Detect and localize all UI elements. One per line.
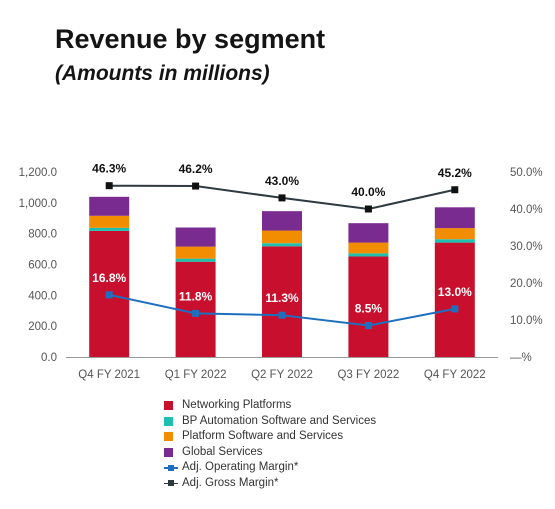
bar-segment-1 [89,227,130,231]
bar-segment-3 [434,207,475,229]
gross-margin-label: 43.0% [265,174,299,188]
gross-margin-label: 46.2% [179,162,213,176]
legend-label: Global Services [182,445,263,458]
y-left-tick-label: 0.0 [41,352,57,364]
revenue-chart: 0.0 200.0 400.0 600.0 800.0 1,000.0 1,200.0 —% 1… [19,162,543,381]
x-tick-label: Q4 FY 2021 [78,369,140,381]
margin-point-1 [278,194,286,202]
x-tick-label: Q3 FY 2022 [337,369,399,381]
bar-segment-3 [89,196,130,216]
margin-point-0 [364,322,372,330]
bar-segment-2 [434,228,475,240]
margin-point-1 [364,205,372,213]
y-right-tick-label: 30.0% [510,241,543,253]
legend-label: Platform Software and Services [182,430,344,442]
legend-item-global-services: Global Services [164,445,376,461]
operating-margin-label: 11.8% [179,289,213,303]
chart-legend: Networking Platforms BP Automation Softw… [164,398,376,491]
bar-segment-3 [175,227,216,247]
margin-point-0 [192,309,200,317]
operating-margin-label: 13.0% [438,285,472,299]
legend-label: BP Automation Software and Services [182,414,377,427]
x-tick-label: Q4 FY 2022 [424,369,486,381]
bar-segment-2 [262,230,302,244]
margin-point-0 [451,305,459,313]
y-right-tick-label: 50.0% [510,167,543,179]
operating-margin-label: 16.8% [92,271,126,285]
y-left-tick-label: 800.0 [28,229,57,241]
operating-margin-label: 8.5% [355,302,383,316]
legend-swatch [164,401,173,411]
legend-label: Networking Platforms [182,399,292,411]
bar-segment-2 [348,242,389,254]
y-left-tick-label: 1,000.0 [19,198,57,210]
bar-segment-0 [348,256,389,357]
y-left-tick-label: 400.0 [28,290,57,302]
margin-point-1 [192,182,200,190]
margin-point-1 [451,186,459,194]
legend-swatch [164,447,173,457]
legend-line-key [164,463,178,472]
gross-margin-label: 45.2% [438,166,472,180]
margin-point-0 [105,291,113,299]
bar-segment-2 [175,246,216,259]
y-right-tick-label: 10.0% [510,315,543,327]
legend-swatch [164,416,173,426]
bar-segment-1 [434,239,475,243]
bar-segment-0 [434,242,475,357]
bar-segment-1 [348,253,389,257]
x-tick-label: Q2 FY 2022 [251,369,313,381]
gross-margin-label: 40.0% [351,185,385,199]
chart-title: Revenue by segment [55,24,326,54]
legend-label: Adj. Gross Margin* [182,476,279,489]
y-right-tick-label: —% [510,352,532,364]
chart-subtitle: (Amounts in millions) [55,62,270,85]
bar-segment-1 [262,243,302,247]
y-left-tick-label: 200.0 [28,321,57,333]
legend-item-platform-software: Platform Software and Services [164,429,376,445]
legend-item-networking-platforms: Networking Platforms [164,398,376,414]
y-left-tick-label: 600.0 [28,260,57,272]
y-right-tick-label: 20.0% [510,278,543,290]
bar-segment-1 [175,258,216,262]
legend-item-adj-gross-margin: Adj. Gross Margin* [164,476,376,492]
operating-margin-label: 11.3% [265,291,299,305]
bar-segment-2 [89,215,130,228]
gross-margin-label: 46.3% [92,162,126,176]
legend-item-bp-automation: BP Automation Software and Services [164,414,376,430]
bar-segment-3 [262,211,302,231]
margin-point-1 [105,182,113,190]
bar-segment-0 [262,246,302,357]
x-tick-label: Q1 FY 2022 [165,369,227,381]
legend-item-adj-operating-margin: Adj. Operating Margin* [164,460,376,476]
bar-segment-3 [348,223,389,243]
legend-swatch [164,432,173,442]
bar-segment-0 [175,261,216,357]
margin-point-0 [278,311,286,319]
y-right-tick-label: 40.0% [510,204,543,216]
y-left-tick-label: 1,200.0 [19,167,57,179]
legend-label: Adj. Operating Margin* [182,461,299,473]
legend-line-key [164,479,178,488]
